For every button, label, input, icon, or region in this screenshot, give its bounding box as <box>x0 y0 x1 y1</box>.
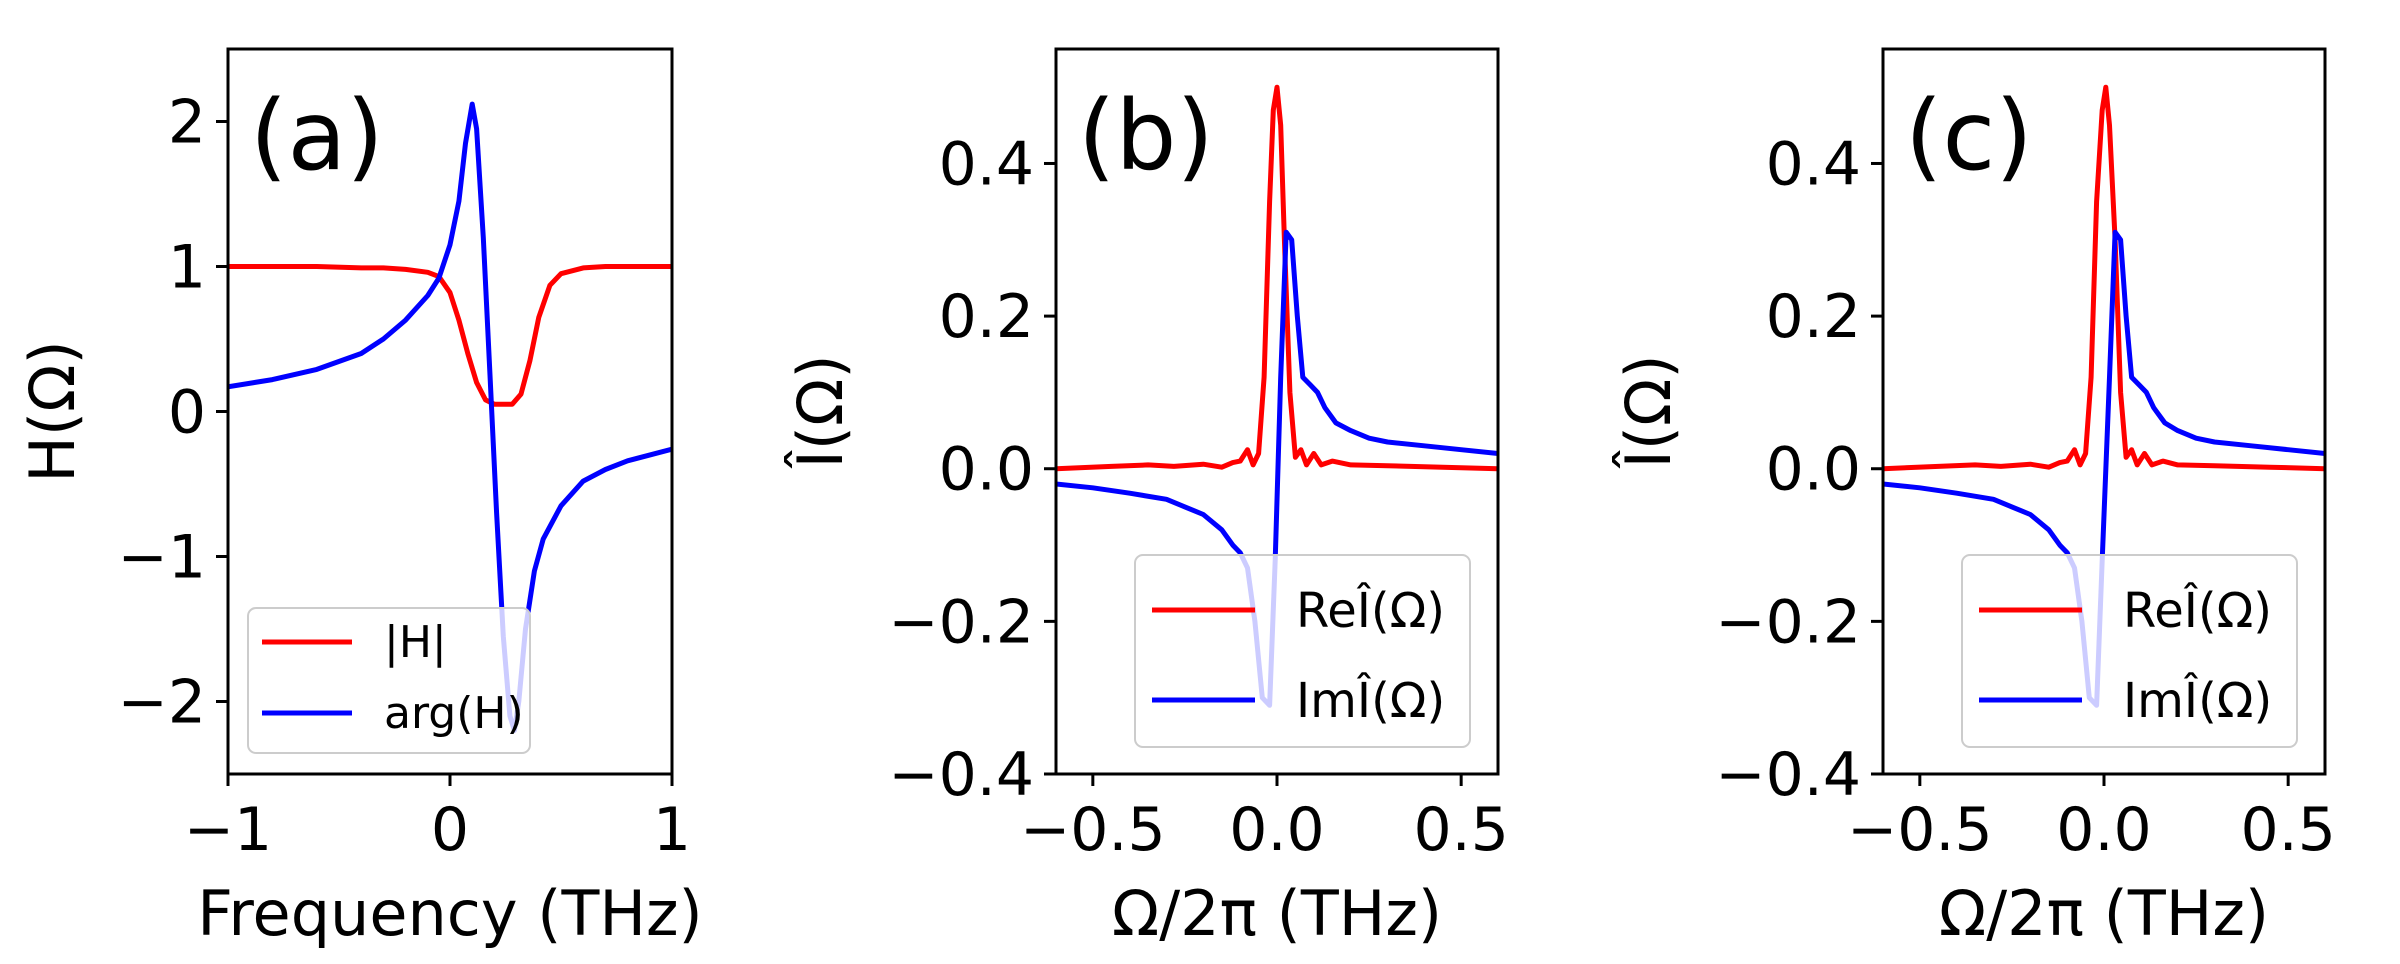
y-tick-label: −1 <box>118 523 206 593</box>
x-tick-label: 0.0 <box>1229 795 1324 865</box>
y-tick-label: 2 <box>168 88 206 158</box>
x-tick-label: −0.5 <box>1847 795 1993 865</box>
y-tick-label: 0.0 <box>1766 435 1861 505</box>
y-tick-label: −0.2 <box>1715 587 1861 657</box>
x-axis-label: Ω/2π (THz) <box>1939 877 2269 950</box>
panel-label: (a) <box>250 80 384 192</box>
series-line-blue <box>1056 229 1498 708</box>
y-tick-label: −0.2 <box>888 587 1034 657</box>
y-tick-label: −2 <box>118 668 206 738</box>
legend-label: ImÎ(Ω) <box>2123 672 2272 729</box>
legend-label: |H| <box>384 617 447 668</box>
y-tick-label: 0.2 <box>939 282 1034 352</box>
x-tick-label: 0 <box>431 795 469 865</box>
y-axis-label: Î(Ω) <box>1612 354 1685 469</box>
x-tick-label: −0.5 <box>1020 795 1166 865</box>
x-tick-label: 0.5 <box>1413 795 1508 865</box>
y-axis-label: H(Ω) <box>16 340 89 482</box>
x-tick-label: 0.5 <box>2240 795 2335 865</box>
y-tick-label: 0.4 <box>1766 129 1861 199</box>
x-tick-label: −1 <box>184 795 272 865</box>
panel-label: (c) <box>1905 80 2033 192</box>
legend-label: ReÎ(Ω) <box>2123 582 2272 639</box>
legend-label: ReÎ(Ω) <box>1296 582 1445 639</box>
series-line-red <box>1056 84 1498 472</box>
y-tick-label: 1 <box>168 233 206 303</box>
y-tick-label: −0.4 <box>1715 740 1861 810</box>
y-axis-label: Î(Ω) <box>784 354 857 469</box>
series-line-red <box>228 264 672 407</box>
legend-label: arg(H) <box>384 688 524 739</box>
x-tick-label: 1 <box>653 795 691 865</box>
chart-panel-1: −1 0 1 −2 −1 0 1 2 (a) Frequency (THz) H(Ω) |H| arg(… <box>16 47 703 950</box>
chart-panel-3: −0.5 0.0 0.5 −0.4 −0.2 0.0 0.2 0.4 (c) Ω/2π (THz)… <box>1612 47 2336 950</box>
series-line-red <box>1883 84 2325 472</box>
legend-label: ImÎ(Ω) <box>1296 672 1445 729</box>
y-tick-label: −0.4 <box>888 740 1034 810</box>
x-axis-label: Frequency (THz) <box>197 877 702 950</box>
series-line-blue <box>1883 229 2325 708</box>
y-tick-label: 0.4 <box>939 129 1034 199</box>
chart-panel-2: −0.5 0.0 0.5 −0.4 −0.2 0.0 0.2 0.4 (b) Ω/2π (THz)… <box>784 47 1509 950</box>
y-tick-label: 0.2 <box>1766 282 1861 352</box>
y-tick-label: 0 <box>168 378 206 448</box>
y-tick-label: 0.0 <box>939 435 1034 505</box>
x-axis-label: Ω/2π (THz) <box>1112 877 1442 950</box>
series-line-blue <box>228 101 672 733</box>
panel-label: (b) <box>1078 80 1214 192</box>
x-tick-label: 0.0 <box>2056 795 2151 865</box>
